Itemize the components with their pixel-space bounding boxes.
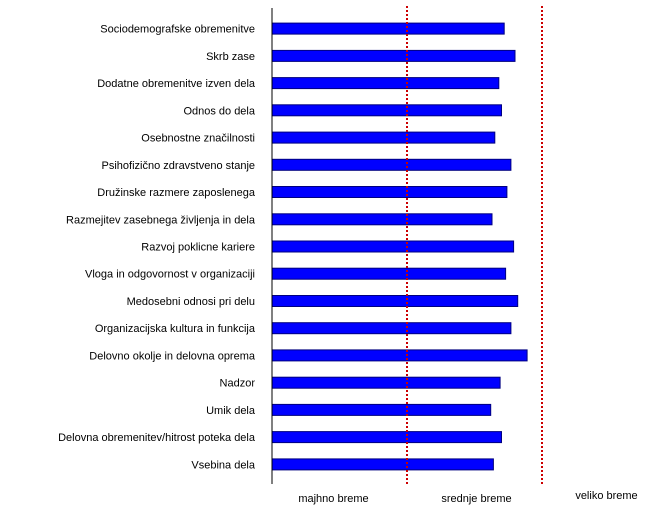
bar <box>271 322 512 335</box>
category-label: Organizacijska kultura in funkcija <box>95 323 256 335</box>
zone-label: veliko breme <box>575 490 637 502</box>
bar <box>271 186 508 198</box>
bar <box>271 131 496 144</box>
bar <box>271 267 507 280</box>
bar <box>271 158 512 171</box>
category-label: Delovna obremenitev/hitrost poteka dela <box>58 432 256 444</box>
bar <box>271 240 515 253</box>
category-label: Nadzor <box>220 378 256 390</box>
zone-labels: majhno breme srednje breme veliko breme <box>298 490 637 505</box>
bar <box>271 213 493 226</box>
zone-label: srednje breme <box>441 493 511 505</box>
zone-label: majhno breme <box>298 493 368 505</box>
category-label: Sociodemografske obremenitve <box>100 24 255 36</box>
bar <box>271 376 501 389</box>
bars-layer <box>271 22 528 471</box>
bar <box>271 22 505 35</box>
category-label: Skrb zase <box>206 51 255 63</box>
category-label: Odnos do dela <box>183 105 255 117</box>
bar <box>271 458 494 471</box>
category-label: Psihofizično zdravstveno stanje <box>102 160 255 172</box>
category-label: Delovno okolje in delovna oprema <box>89 350 256 362</box>
category-label: Vsebina dela <box>191 459 255 471</box>
category-label: Vloga in odgovornost v organizaciji <box>85 269 255 281</box>
category-label: Medosebni odnosi pri delu <box>127 296 255 308</box>
category-label: Osebnostne značilnosti <box>141 133 255 145</box>
category-label: Razmejitev zasebnega življenja in dela <box>66 214 256 226</box>
bar <box>271 431 502 444</box>
category-label: Umik dela <box>206 405 256 417</box>
bar <box>271 403 492 416</box>
category-labels: Sociodemografske obremenitve Skrb zase Dod… <box>58 24 256 472</box>
category-label: Družinske razmere zaposlenega <box>97 187 256 199</box>
bar <box>271 77 500 90</box>
category-label: Razvoj poklicne kariere <box>141 242 255 254</box>
bar <box>271 349 528 362</box>
bar <box>271 295 519 307</box>
bar <box>271 104 502 117</box>
category-label: Dodatne obremenitve izven dela <box>97 78 256 90</box>
bar <box>271 49 516 62</box>
